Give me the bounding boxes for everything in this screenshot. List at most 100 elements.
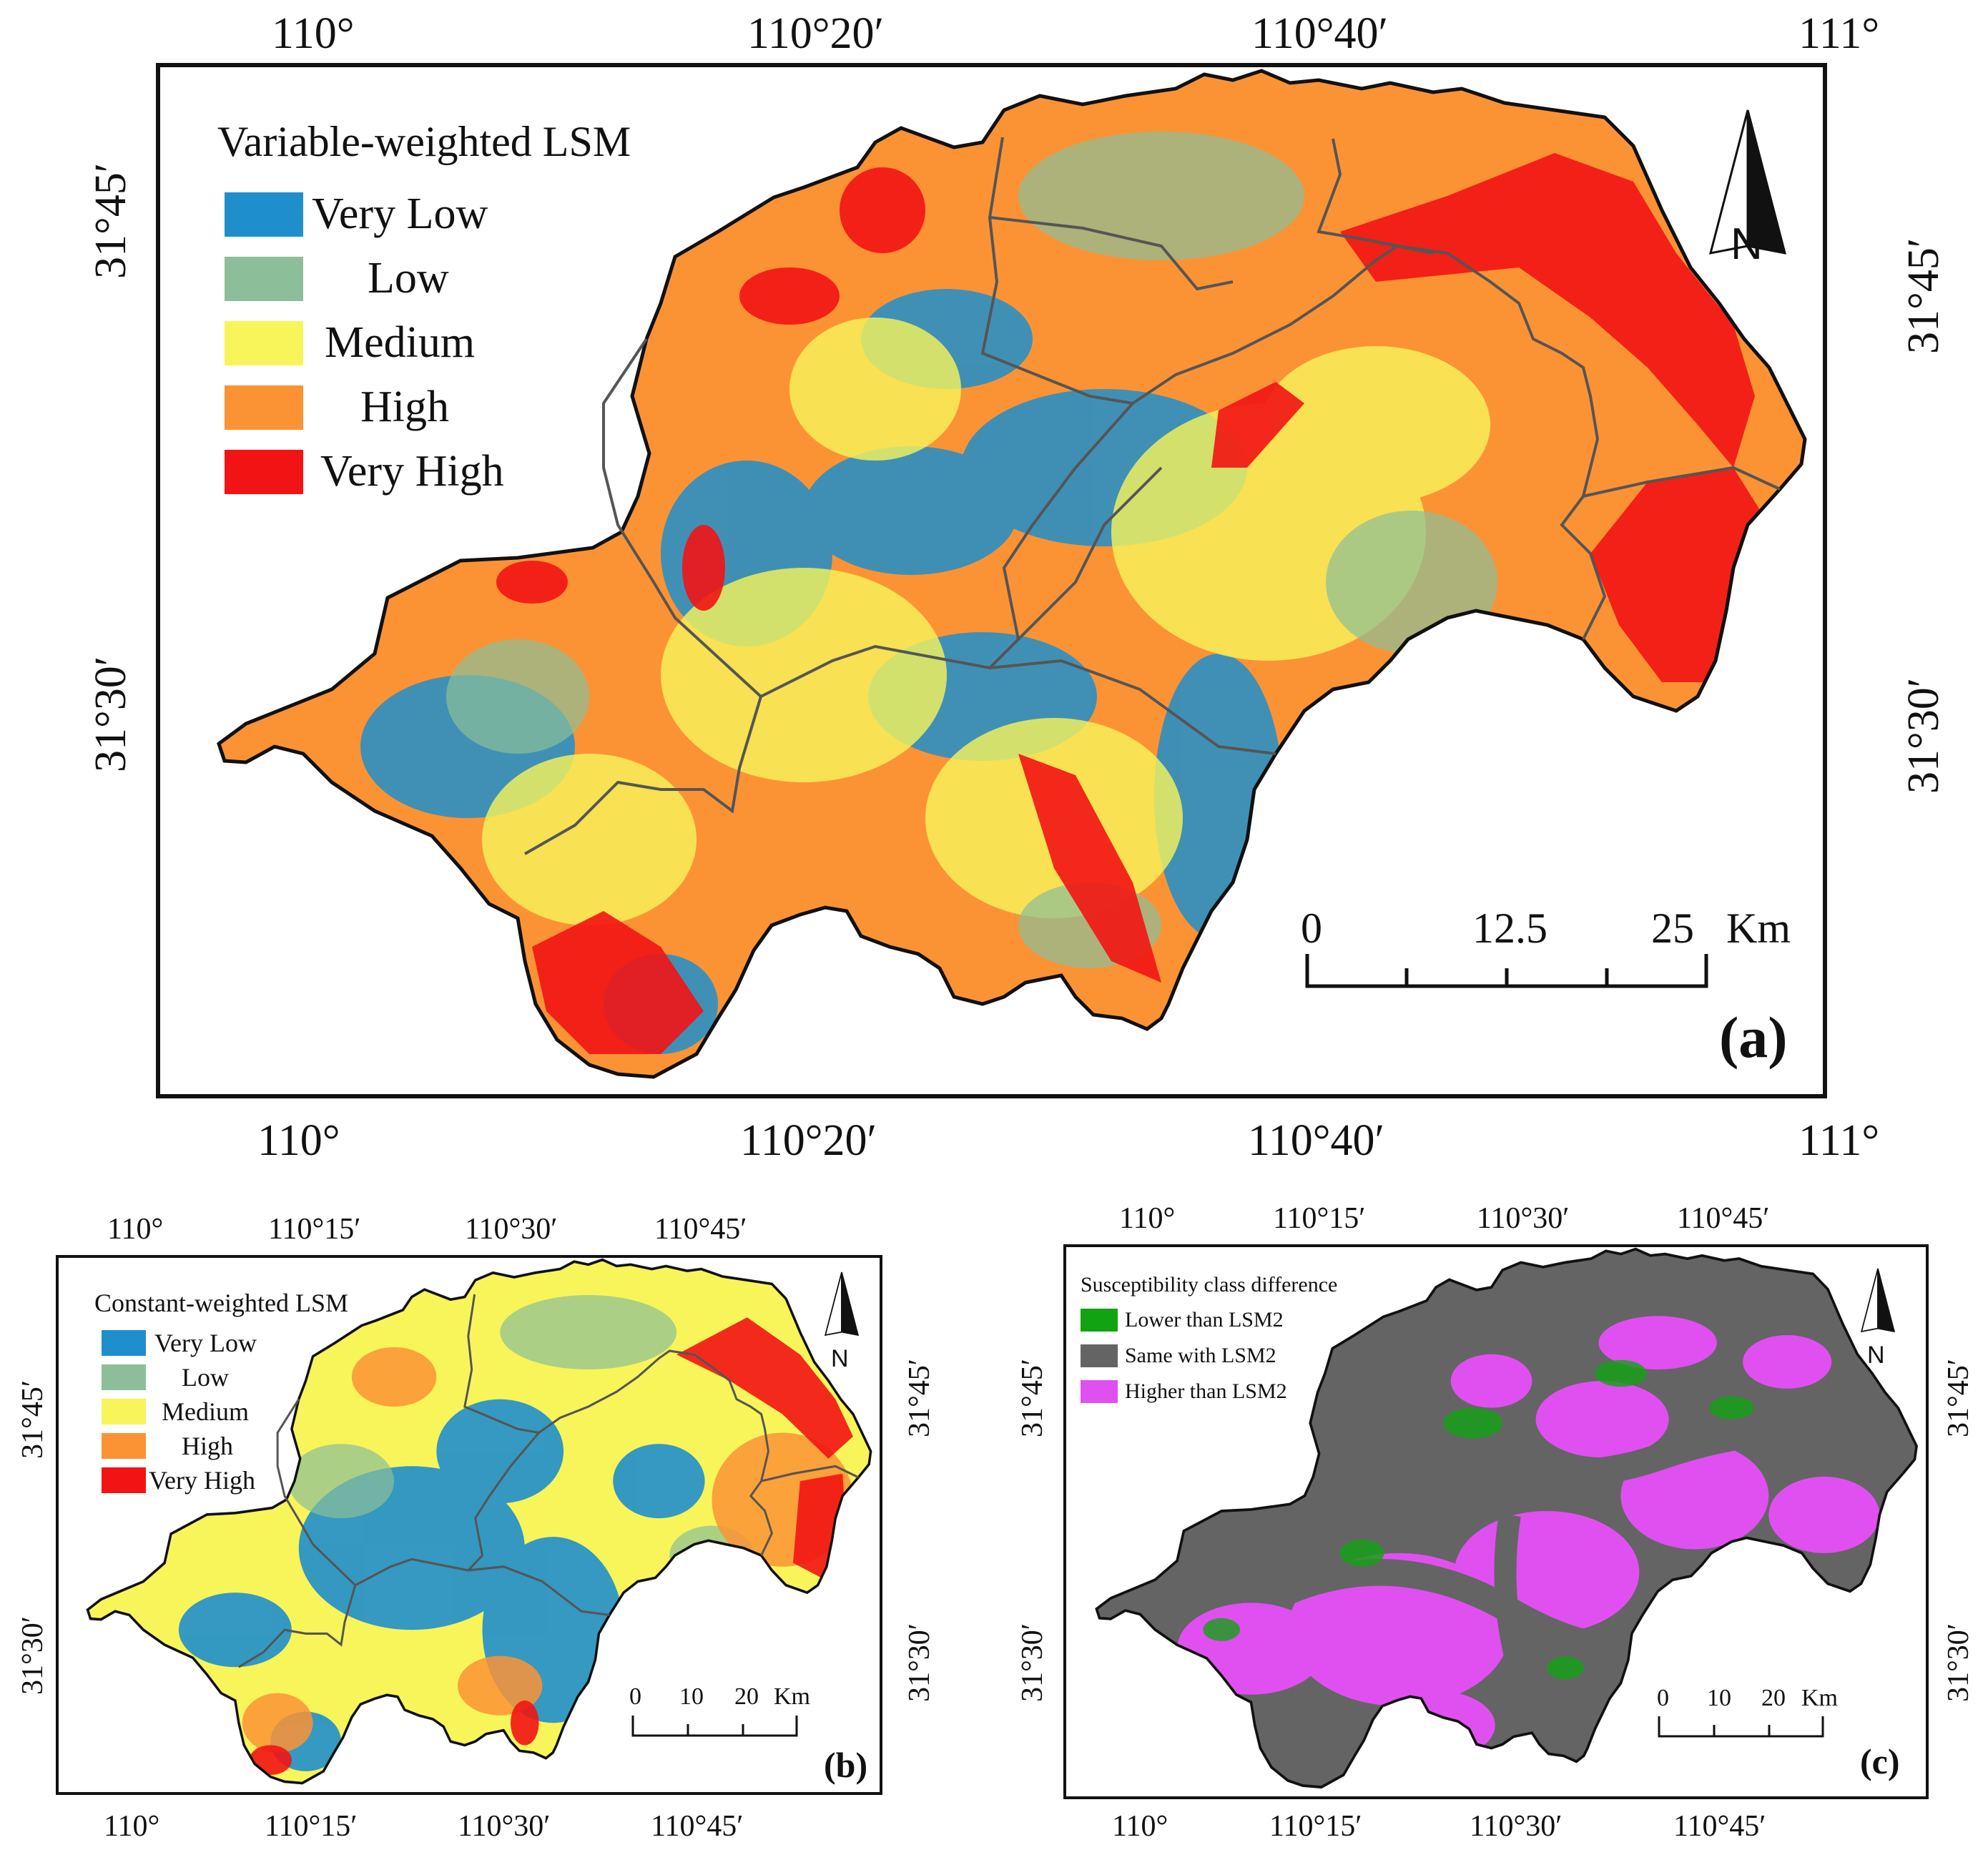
panel-label-b: (b) [824, 1745, 868, 1785]
north-label: N [1867, 1342, 1885, 1369]
c-right-tick: 31°45′ [1942, 1359, 1975, 1437]
swatch-low [225, 256, 303, 301]
legend-row-a-very-low: Very Low [225, 189, 488, 240]
panel-label-a: (a) [1719, 1005, 1788, 1070]
scale-label: 25 [1651, 905, 1694, 952]
legend-label: Medium [325, 318, 476, 367]
legend-row-b-very-high: Very High [102, 1465, 255, 1495]
legend-label: High [182, 1432, 233, 1460]
scale-label: 0 [1301, 905, 1322, 952]
a-bottom-tick: 110°40′ [1248, 1116, 1385, 1165]
map-a-sub-boundaries [524, 137, 1781, 855]
legend-row-a-medium: Medium [225, 318, 475, 368]
map-frame-a: Variable-weighted LSM Very Low Low Mediu… [156, 63, 1827, 1098]
legend-row-c-same: Same with LSM2 [1081, 1344, 1276, 1368]
c-bottom-tick: 110°15′ [1269, 1810, 1362, 1843]
b-bottom-tick: 110°15′ [265, 1810, 358, 1843]
north-label: N [831, 1345, 849, 1372]
legend-row-a-high: High [225, 382, 449, 433]
swatch-very-high [225, 449, 303, 494]
swatch-lower [1081, 1309, 1118, 1332]
swatch-high [225, 385, 303, 430]
map-a-medium [482, 318, 1490, 925]
north-arrow-icon [1860, 1268, 1896, 1333]
scale-label: 0 [629, 1683, 641, 1710]
legend-label: Very High [320, 447, 504, 496]
legend-label: Higher than LSM2 [1125, 1379, 1287, 1403]
a-top-tick: 110°40′ [1251, 9, 1389, 58]
scale-label: 0 [1657, 1685, 1669, 1711]
scale-bar-b [631, 1716, 798, 1737]
scale-label: 10 [679, 1683, 704, 1710]
swatch-medium [102, 1399, 146, 1424]
map-a-very-high [496, 153, 1769, 1054]
map-frame-b: Constant-weighted LSM Very Low Low Mediu… [56, 1255, 882, 1795]
legend-row-b-low: Low [102, 1362, 229, 1392]
legend-row-a-very-high: Very High [225, 446, 504, 497]
a-top-tick: 111° [1798, 9, 1880, 58]
b-bottom-tick: 110°30′ [458, 1810, 551, 1843]
map-frame-c: Susceptibility class difference Lower th… [1063, 1244, 1929, 1799]
swatch-high [102, 1433, 146, 1459]
a-left-tick: 31°30′ [87, 656, 135, 772]
c-left-tick: 31°45′ [1016, 1359, 1049, 1437]
swatch-higher [1081, 1380, 1118, 1403]
c-bottom-tick: 110°30′ [1470, 1810, 1563, 1843]
susceptibility-map-a [160, 67, 1823, 1094]
swatch-same [1081, 1344, 1118, 1367]
b-top-tick: 110°15′ [268, 1213, 361, 1246]
a-left-tick: 31°45′ [87, 162, 135, 279]
legend-label: Very High [149, 1466, 255, 1495]
swatch-very-high [102, 1467, 146, 1493]
b-top-tick: 110°45′ [654, 1213, 747, 1246]
legend-row-c-lower: Lower than LSM2 [1081, 1308, 1284, 1332]
swatch-low [102, 1364, 146, 1390]
b-right-tick: 31°30′ [903, 1623, 936, 1702]
a-right-tick: 31°45′ [1899, 237, 1948, 354]
a-bottom-tick: 111° [1798, 1116, 1880, 1165]
a-top-tick: 110° [272, 9, 355, 58]
c-top-tick: 110°15′ [1273, 1202, 1366, 1235]
a-top-tick: 110°20′ [747, 9, 885, 58]
susceptibility-map-b [86, 1258, 872, 1785]
b-top-tick: 110°30′ [465, 1213, 558, 1246]
legend-label: Same with LSM2 [1125, 1344, 1276, 1367]
legend-label: Very Low [312, 190, 488, 238]
c-top-tick: 110°45′ [1677, 1202, 1770, 1235]
a-right-tick: 31°30′ [1899, 677, 1948, 794]
c-bottom-tick: 110°45′ [1673, 1810, 1766, 1843]
north-arrow-icon [1708, 109, 1787, 255]
scale-bar-a [1305, 954, 1708, 988]
swatch-medium [225, 320, 303, 365]
difference-map-c [1095, 1247, 1918, 1789]
scale-label: 20 [734, 1683, 759, 1710]
legend-label: Very Low [154, 1329, 257, 1357]
c-left-tick: 31°30′ [1016, 1623, 1049, 1702]
b-bottom-tick: 110°45′ [651, 1810, 744, 1843]
legend-row-b-medium: Medium [102, 1397, 249, 1427]
legend-label: High [360, 383, 449, 431]
legend-title-b: Constant-weighted LSM [94, 1289, 348, 1317]
legend-label: Lower than LSM2 [1125, 1308, 1284, 1332]
scale-label: Km [1801, 1685, 1838, 1711]
swatch-very-low [102, 1330, 146, 1356]
legend-row-b-high: High [102, 1431, 233, 1461]
legend-title-a: Variable-weighted LSM [217, 118, 631, 165]
legend-label: Low [368, 254, 449, 302]
b-left-tick: 31°30′ [16, 1616, 49, 1695]
scale-label: 10 [1707, 1685, 1731, 1711]
b-top-tick: 110° [107, 1213, 164, 1246]
legend-title-c: Susceptibility class difference [1081, 1273, 1338, 1296]
a-bottom-tick: 110°20′ [740, 1116, 877, 1165]
c-right-tick: 31°30′ [1942, 1623, 1975, 1702]
swatch-very-low [225, 192, 303, 237]
legend-label: Low [182, 1363, 229, 1392]
c-bottom-tick: 110° [1112, 1810, 1168, 1843]
panel-label-c: (c) [1860, 1741, 1900, 1781]
legend-label: Medium [162, 1397, 249, 1426]
scale-bar-c [1658, 1716, 1824, 1738]
b-left-tick: 31°45′ [16, 1380, 49, 1459]
c-top-tick: 110°30′ [1477, 1202, 1570, 1235]
scale-label: 20 [1761, 1685, 1786, 1711]
scale-label: Km [774, 1683, 810, 1710]
